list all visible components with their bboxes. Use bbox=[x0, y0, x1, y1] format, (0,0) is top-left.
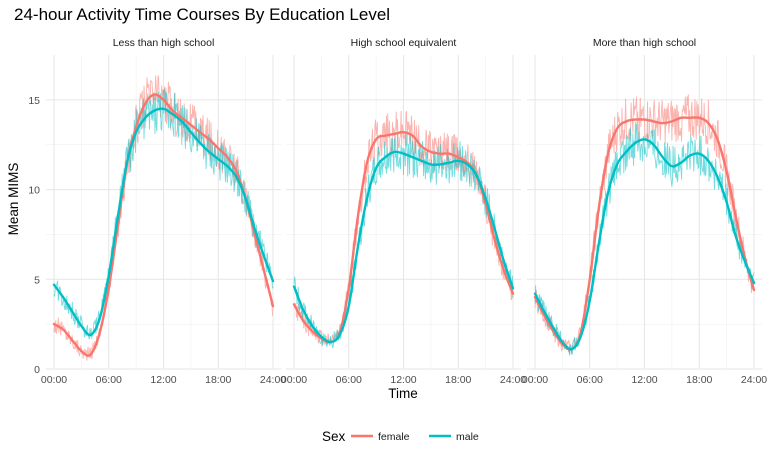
legend: Sex female male bbox=[322, 429, 479, 444]
x-tick-label: 06:00 bbox=[336, 374, 362, 386]
x-tick-label: 00:00 bbox=[41, 374, 67, 386]
panel-strip-label: More than high school bbox=[593, 37, 696, 49]
panel-3: More than high school 00:00 06:00 12:00 18:0… bbox=[522, 37, 767, 386]
smooth-line-male bbox=[52, 107, 275, 337]
legend-label-male: male bbox=[456, 431, 479, 443]
y-tick-label: 10 bbox=[28, 185, 40, 197]
panel-strip-label: Less than high school bbox=[113, 37, 215, 49]
x-tick-label: 06:00 bbox=[96, 374, 122, 386]
x-tick-label: 12:00 bbox=[390, 374, 416, 386]
panel-strip-label: High school equivalent bbox=[351, 37, 457, 49]
raw-trace-female bbox=[53, 75, 274, 361]
y-tick-label: 5 bbox=[34, 274, 40, 286]
x-tick-label: 18:00 bbox=[205, 374, 231, 386]
chart-panels: Less than high school 0 5 10 15 00:00 06:00 12:… bbox=[28, 37, 767, 386]
x-tick-label: 24:00 bbox=[500, 374, 526, 386]
x-tick-label: 18:00 bbox=[445, 374, 471, 386]
x-tick-label: 18:00 bbox=[686, 374, 712, 386]
chart-title: 24-hour Activity Time Courses By Educati… bbox=[14, 5, 390, 24]
legend-title: Sex bbox=[322, 429, 346, 444]
x-tick-label: 12:00 bbox=[150, 374, 176, 386]
y-tick-label: 15 bbox=[28, 95, 40, 107]
x-tick-label: 24:00 bbox=[260, 374, 286, 386]
panel-1: Less than high school 0 5 10 15 00:00 06:00 12:… bbox=[28, 37, 286, 386]
smooth-line-male bbox=[292, 150, 515, 344]
x-axis-title: Time bbox=[388, 386, 418, 401]
x-tick-label: 00:00 bbox=[522, 374, 548, 386]
smooth-line-female bbox=[52, 93, 275, 357]
y-tick-label: 0 bbox=[34, 364, 40, 376]
x-tick-label: 00:00 bbox=[281, 374, 307, 386]
y-axis-title: Mean MIMS bbox=[6, 163, 21, 236]
x-tick-label: 06:00 bbox=[577, 374, 603, 386]
raw-trace-male bbox=[53, 88, 274, 340]
x-tick-label: 12:00 bbox=[631, 374, 657, 386]
smooth-line-male bbox=[533, 138, 756, 351]
x-tick-label: 24:00 bbox=[741, 374, 767, 386]
legend-label-female: female bbox=[378, 431, 410, 443]
panel-2: High school equivalent 00:00 06:00 12:00 18:… bbox=[281, 37, 526, 386]
